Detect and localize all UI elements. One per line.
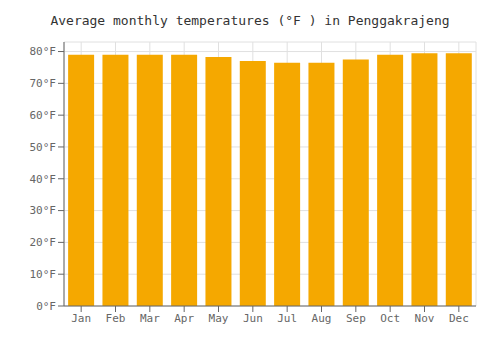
svg-text:30°F: 30°F — [30, 204, 57, 217]
svg-text:Jul: Jul — [277, 312, 297, 325]
svg-text:80°F: 80°F — [30, 45, 57, 58]
svg-text:Nov: Nov — [415, 312, 435, 325]
html-text:Average monthly temperatures (: Average monthly temperatures (°F ) in Pe… — [50, 13, 450, 28]
svg-text:50°F: 50°F — [30, 141, 57, 154]
svg-text:Feb: Feb — [106, 312, 126, 325]
svg-text:Jun: Jun — [243, 312, 263, 325]
svg-text:Dec: Dec — [449, 312, 469, 325]
svg-text:Oct: Oct — [380, 312, 400, 325]
svg-text:70°F: 70°F — [30, 77, 57, 90]
svg-text:20°F: 20°F — [30, 236, 57, 249]
svg-text:60°F: 60°F — [30, 109, 57, 122]
svg-text:10°F: 10°F — [30, 268, 57, 281]
svg-text:Mar: Mar — [140, 312, 160, 325]
svg-text:0°F: 0°F — [36, 300, 56, 313]
svg-text:Aug: Aug — [312, 312, 332, 325]
svg-text:Apr: Apr — [174, 312, 194, 325]
svg-text:Sep: Sep — [346, 312, 366, 325]
svg-text:40°F: 40°F — [30, 173, 57, 186]
svg-text:Jan: Jan — [71, 312, 91, 325]
svg-text:May: May — [209, 312, 229, 325]
